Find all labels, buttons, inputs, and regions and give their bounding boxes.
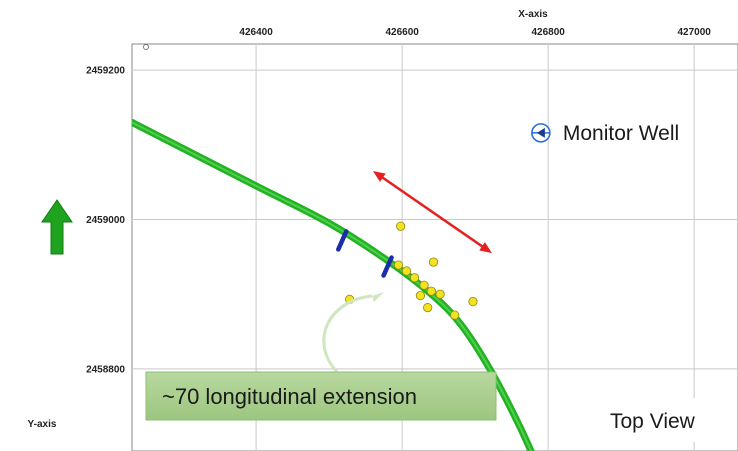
y-tick-labels: 2459200 2459000 2458800	[86, 66, 125, 376]
event-point-9	[450, 310, 460, 320]
view-label-box	[596, 398, 730, 442]
callout-connector-arrowhead	[372, 292, 384, 302]
event-point-6	[426, 286, 436, 296]
y-tick-label-0: 2459200	[86, 66, 125, 77]
monitor-well-icon	[531, 123, 551, 143]
x-tick-label-3: 427000	[678, 27, 712, 38]
y-tick-label-2: 2458800	[86, 364, 125, 375]
extent-arrow-shaft	[378, 174, 487, 250]
x-tick-label-2: 426800	[531, 27, 565, 38]
x-axis-title: X-axis	[518, 9, 548, 20]
y-tick-label-1: 2459000	[86, 215, 125, 226]
event-point-11	[423, 303, 433, 313]
microseismic-events	[344, 221, 478, 320]
well-path-highlight	[132, 121, 533, 451]
origin-marker	[143, 44, 149, 50]
extent-arrow-head-start	[372, 170, 386, 182]
annotation-text: ~70 longitudinal extension	[162, 384, 417, 409]
callout-connector	[322, 294, 373, 374]
x-tick-label-1: 426600	[385, 27, 419, 38]
view-label: Top View	[610, 410, 696, 433]
monitor-well-triangle	[536, 127, 545, 138]
event-point-3	[409, 273, 420, 283]
y-axis-title: Y-axis	[28, 419, 57, 430]
event-point-2	[401, 266, 412, 276]
event-point-7	[435, 289, 445, 299]
stage-markers	[336, 229, 394, 278]
annotation-box	[145, 371, 497, 421]
event-point-10	[468, 297, 478, 307]
event-point-4	[428, 257, 439, 267]
event-point-5	[419, 280, 429, 290]
event-point-1	[393, 260, 404, 270]
north-arrow-icon	[41, 199, 73, 255]
extent-arrow	[372, 170, 492, 254]
x-tick-labels: 426400 426600 426800 427000	[239, 27, 711, 38]
event-point-0	[396, 221, 406, 231]
x-tick-label-0: 426400	[239, 27, 273, 38]
stage-marker-1	[381, 255, 394, 278]
event-point-8	[415, 291, 425, 301]
monitor-well-label: Monitor Well	[563, 122, 679, 145]
stage-marker-0	[336, 229, 349, 252]
extent-arrow-head-end	[479, 242, 492, 254]
